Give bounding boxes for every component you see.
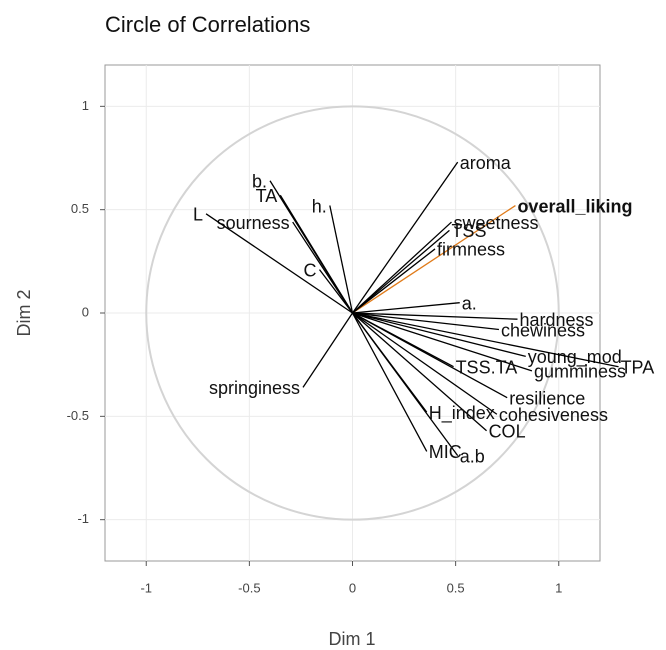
arrow bbox=[351, 312, 428, 452]
x-tick-label: -1 bbox=[140, 580, 152, 595]
point-label: a. bbox=[462, 293, 477, 313]
arrow bbox=[352, 312, 508, 399]
point-label: sourness bbox=[217, 213, 290, 233]
arrow bbox=[352, 312, 518, 320]
arrow bbox=[352, 229, 450, 314]
arrow bbox=[352, 312, 619, 368]
point-label: cohesiveness bbox=[499, 405, 608, 425]
point-label: resilience bbox=[509, 388, 585, 408]
arrow bbox=[279, 194, 354, 314]
arrow bbox=[352, 221, 452, 314]
point-label: TSS bbox=[451, 221, 486, 241]
chart-title: Circle of Correlations bbox=[105, 12, 310, 37]
x-tick-label: 0 bbox=[349, 580, 356, 595]
y-tick-label: 1 bbox=[82, 98, 89, 113]
point-label: h. bbox=[312, 196, 327, 216]
arrow bbox=[352, 312, 498, 415]
x-tick-label: 0.5 bbox=[447, 580, 465, 595]
arrow bbox=[329, 205, 354, 314]
arrow bbox=[352, 204, 516, 314]
arrow bbox=[205, 213, 353, 314]
point-label: H_index bbox=[429, 403, 495, 424]
point-label: overall_liking bbox=[517, 196, 632, 216]
point-label: a.b bbox=[460, 446, 485, 466]
arrow bbox=[352, 312, 487, 432]
arrow bbox=[352, 312, 526, 358]
arrow bbox=[352, 248, 436, 314]
point-label: aroma bbox=[460, 153, 512, 173]
point-label: firmness bbox=[437, 240, 505, 260]
point-label: L bbox=[193, 205, 203, 225]
arrow bbox=[352, 302, 460, 314]
point-label: b. bbox=[252, 171, 267, 191]
point-label: springiness bbox=[209, 378, 300, 398]
y-tick-label: 0.5 bbox=[71, 201, 89, 216]
unit-circle bbox=[145, 105, 560, 521]
point-label: gumminess bbox=[534, 362, 626, 382]
arrow bbox=[352, 312, 500, 331]
arrow bbox=[302, 312, 354, 388]
y-axis-label: Dim 2 bbox=[14, 289, 34, 336]
arrow bbox=[351, 161, 459, 314]
y-tick-label: -1 bbox=[77, 511, 89, 526]
x-tick-label: 1 bbox=[555, 580, 562, 595]
y-tick-label: 0 bbox=[82, 304, 89, 319]
point-label: chewiness bbox=[501, 320, 585, 340]
arrow bbox=[351, 312, 459, 456]
point-label: hardness bbox=[520, 310, 594, 330]
point-label: sweetness bbox=[454, 213, 539, 233]
point-label: TSS.TA bbox=[456, 357, 518, 377]
point-label: TPA bbox=[621, 357, 655, 377]
x-tick-label: -0.5 bbox=[238, 580, 260, 595]
point-label: TA bbox=[256, 186, 278, 206]
point-label: C bbox=[304, 260, 317, 280]
x-axis-label: Dim 1 bbox=[328, 629, 375, 649]
point-label: MIC bbox=[429, 442, 462, 462]
point-label: COL bbox=[489, 422, 526, 442]
arrow bbox=[352, 312, 533, 372]
y-tick-label: -0.5 bbox=[67, 408, 89, 423]
